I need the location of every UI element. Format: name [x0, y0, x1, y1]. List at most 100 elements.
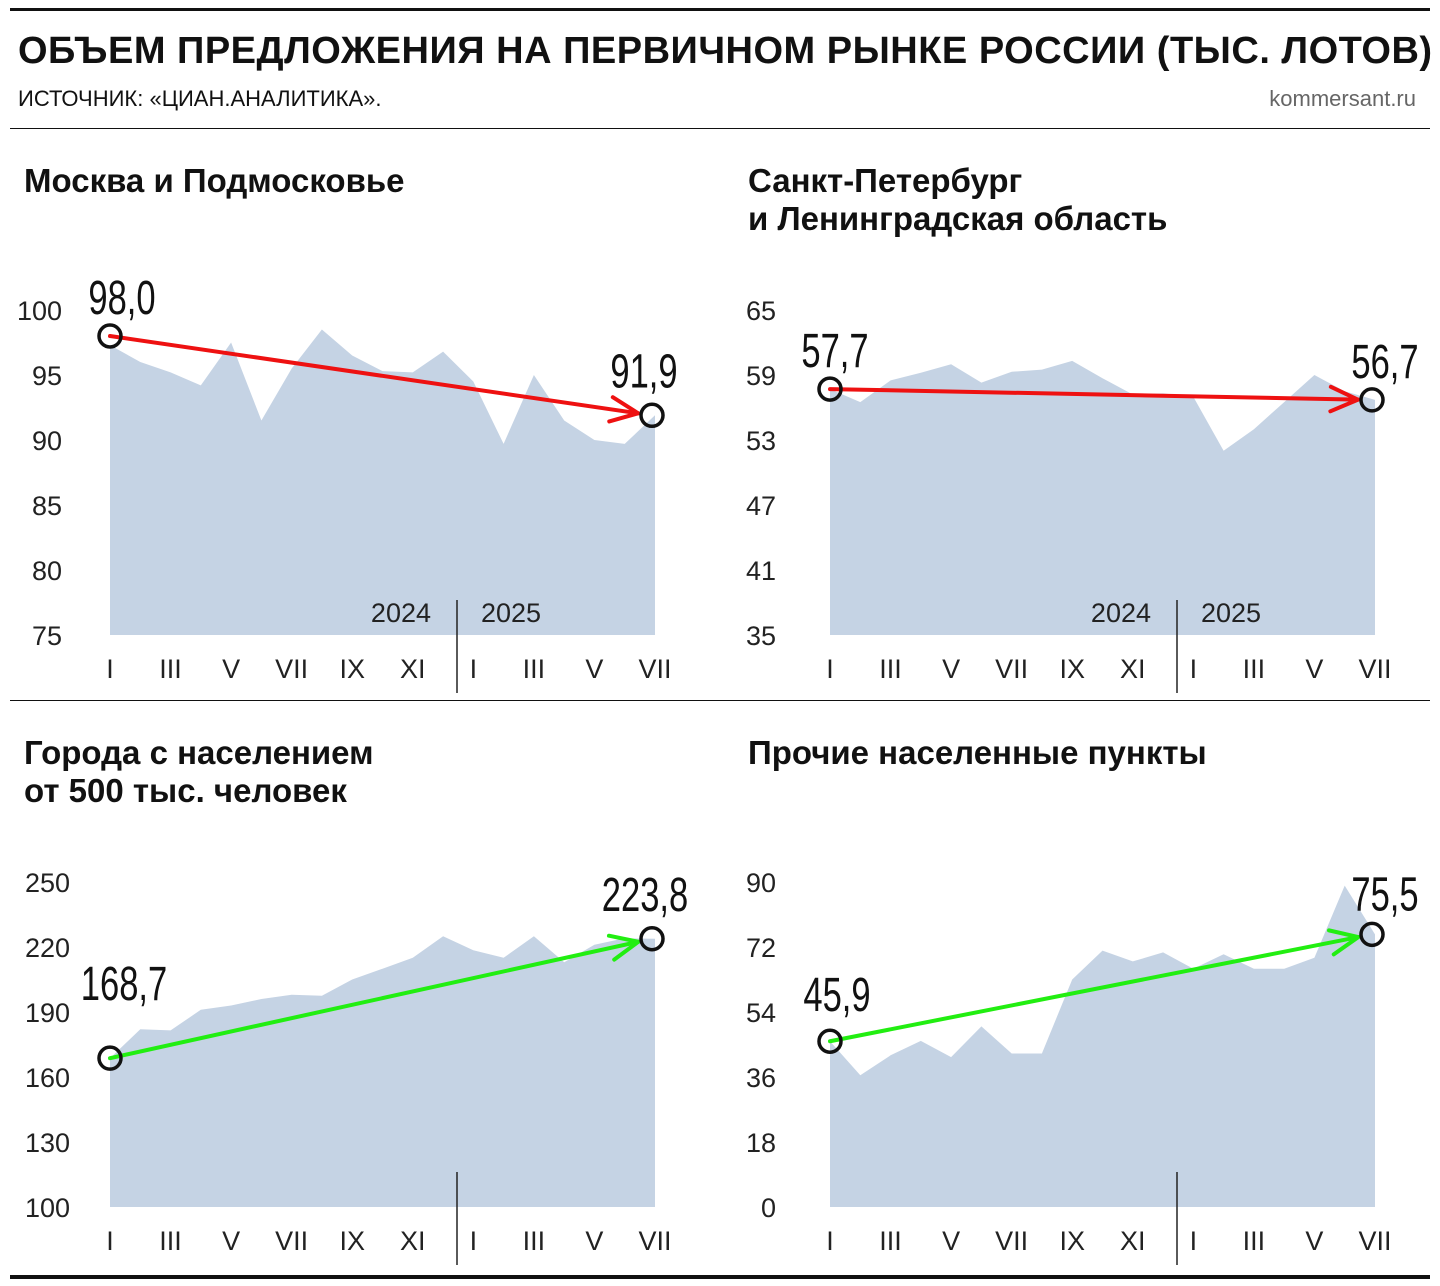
y-tick-label: 65: [746, 296, 776, 326]
top-rule: [10, 8, 1430, 11]
x-tick-label: III: [879, 1226, 902, 1256]
area-series: [830, 885, 1375, 1207]
x-tick-label: XI: [1120, 654, 1146, 684]
start-marker: [817, 1028, 843, 1054]
end-value-label: 75,5: [1351, 867, 1418, 921]
trend-arrow-line: [108, 939, 641, 1061]
x-tick-label: I: [470, 1226, 478, 1256]
x-tick-label: IX: [339, 1226, 365, 1256]
year-label-2024: 2024: [1091, 598, 1151, 628]
y-tick-label: 18: [746, 1128, 776, 1158]
chart-panel-other: Прочие населенные пункты 90 72 54 36 18 0 I III…: [720, 702, 1440, 1272]
x-tick-label: I: [470, 654, 478, 684]
panel-title-moscow: Москва и Подмосковье: [24, 162, 405, 199]
header-rule: [10, 128, 1430, 129]
y-tick-label: 160: [25, 1063, 70, 1093]
end-marker: [639, 926, 665, 952]
start-marker: [97, 323, 123, 349]
x-tick-label: VII: [275, 1226, 308, 1256]
y-tick-label: 85: [32, 491, 62, 521]
x-tick-label: IX: [1059, 1226, 1085, 1256]
x-tick-label: V: [585, 654, 603, 684]
x-tick-label: VII: [638, 654, 671, 684]
main-title: ОБЪЕМ ПРЕДЛОЖЕНИЯ НА ПЕРВИЧНОМ РЫНКЕ РОС…: [18, 30, 1433, 72]
end-marker: [639, 402, 665, 429]
y-tick-label: 75: [32, 621, 62, 651]
y-tick-label: 100: [25, 1193, 70, 1223]
x-tick-label: V: [942, 654, 960, 684]
x-tick-label: I: [1190, 1226, 1198, 1256]
trend-arrow-line: [108, 334, 641, 416]
y-tick-label: 220: [25, 933, 70, 963]
chart-panel-spb: Санкт-Петербург и Ленинградская область …: [720, 130, 1440, 700]
x-tick-label: III: [523, 1226, 546, 1256]
y-tick-label: 47: [746, 491, 776, 521]
x-tick-label: V: [222, 1226, 240, 1256]
x-tick-label: VII: [995, 1226, 1028, 1256]
x-tick-label: V: [942, 1226, 960, 1256]
x-tick-label: I: [826, 1226, 834, 1256]
chart-panel-cities: Города с населением от 500 тыс. человек …: [0, 702, 720, 1272]
start-marker: [97, 1045, 123, 1071]
y-tick-label: 90: [746, 868, 776, 898]
y-tick-label: 80: [32, 556, 62, 586]
x-tick-label: III: [159, 1226, 182, 1256]
trend-arrow-head: [1328, 384, 1361, 414]
year-label-2024: 2024: [371, 598, 431, 628]
x-tick-label: V: [222, 654, 240, 684]
x-tick-label: XI: [400, 654, 426, 684]
x-tick-label: I: [106, 1226, 114, 1256]
y-tick-label: 35: [746, 621, 776, 651]
x-tick-label: III: [879, 654, 902, 684]
panel-title-spb: Санкт-Петербург и Ленинградская область: [748, 162, 1168, 237]
chart-panel-moscow: Москва и Подмосковье 100 95 90 85 80 75 I III V V…: [0, 130, 720, 700]
y-tick-label: 59: [746, 361, 776, 391]
source-note: ИСТОЧНИК: «ЦИАН.АНАЛИТИКА».: [18, 86, 382, 111]
end-marker: [1359, 921, 1385, 948]
end-marker: [1359, 387, 1385, 413]
start-value-label: 168,7: [81, 957, 167, 1011]
end-value-label: 56,7: [1351, 334, 1418, 388]
middle-rule: [10, 700, 1430, 701]
x-tick-label: XI: [400, 1226, 426, 1256]
x-tick-label: III: [1243, 1226, 1266, 1256]
x-tick-label: I: [106, 654, 114, 684]
x-tick-label: V: [1305, 1226, 1323, 1256]
end-value-label: 91,9: [610, 344, 677, 398]
start-value-label: 98,0: [88, 270, 155, 324]
bottom-rule: [10, 1275, 1430, 1279]
year-label-2025: 2025: [1201, 598, 1261, 628]
y-tick-label: 0: [761, 1193, 776, 1223]
area-series: [830, 360, 1375, 635]
y-tick-label: 90: [32, 426, 62, 456]
y-tick-label: 53: [746, 426, 776, 456]
area-series: [110, 936, 655, 1207]
end-value-label: 223,8: [602, 867, 688, 921]
y-tick-label: 130: [25, 1128, 70, 1158]
trend-arrow-head: [1327, 928, 1361, 957]
x-tick-label: V: [1305, 654, 1323, 684]
y-tick-label: 54: [746, 998, 776, 1028]
x-tick-label: VII: [995, 654, 1028, 684]
x-tick-label: VII: [275, 654, 308, 684]
x-tick-label: III: [1243, 654, 1266, 684]
x-tick-label: I: [1190, 654, 1198, 684]
site-credit: kommersant.ru: [1269, 86, 1416, 111]
start-value-label: 45,9: [803, 968, 870, 1022]
y-tick-label: 100: [17, 296, 62, 326]
trend-arrow-head: [606, 933, 641, 962]
x-tick-label: VII: [1358, 1226, 1391, 1256]
panel-title-cities: Города с населением от 500 тыс. человек: [24, 734, 374, 809]
start-value-label: 57,7: [801, 323, 868, 377]
x-tick-label: I: [826, 654, 834, 684]
y-tick-label: 36: [746, 1063, 776, 1093]
y-tick-label: 190: [25, 998, 70, 1028]
x-tick-label: XI: [1120, 1226, 1146, 1256]
y-tick-label: 95: [32, 361, 62, 391]
x-tick-label: IX: [339, 654, 365, 684]
y-tick-label: 72: [746, 933, 776, 963]
x-tick-label: VII: [638, 1226, 671, 1256]
